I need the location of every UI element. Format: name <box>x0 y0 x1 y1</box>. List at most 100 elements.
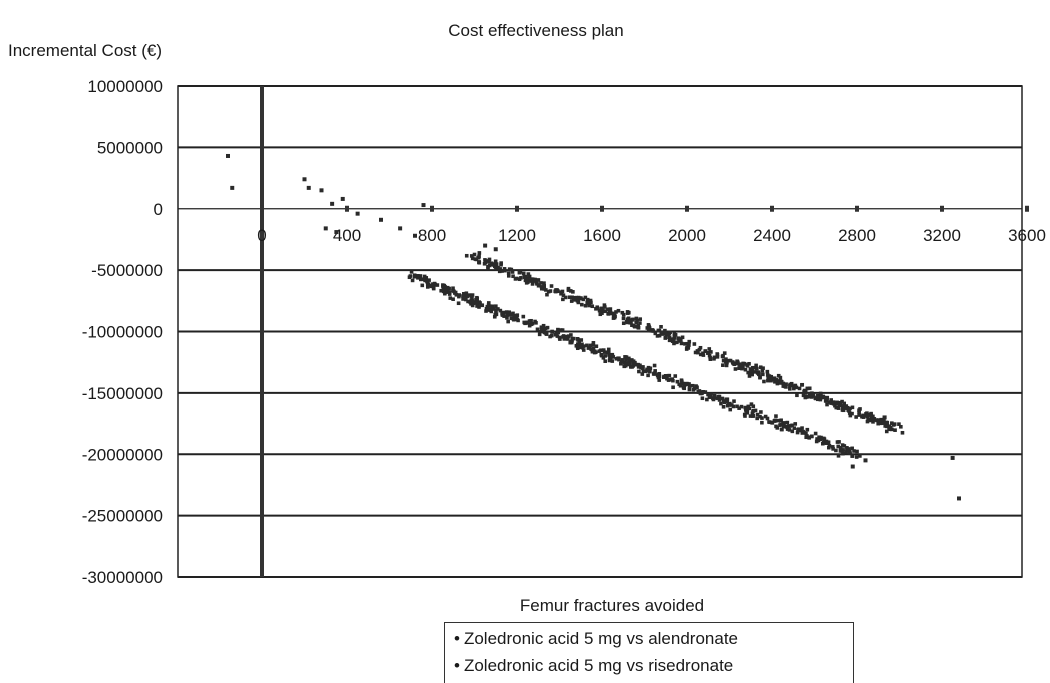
data-point <box>827 443 832 448</box>
data-point <box>530 282 535 286</box>
x-tick-label: 400 <box>333 226 361 245</box>
data-point <box>468 300 473 305</box>
data-point <box>631 317 635 322</box>
data-point <box>690 383 695 388</box>
data-point <box>425 280 430 284</box>
data-point <box>572 298 577 302</box>
data-point <box>719 401 723 406</box>
data-point <box>747 361 751 366</box>
data-point <box>486 266 490 271</box>
data-point <box>725 397 730 402</box>
data-point <box>435 283 440 287</box>
data-point <box>451 297 455 301</box>
data-point <box>767 377 772 382</box>
data-point <box>555 334 560 338</box>
data-point <box>835 400 839 405</box>
data-point <box>709 392 713 396</box>
data-point <box>785 420 790 425</box>
data-point <box>758 375 762 379</box>
data-point <box>784 385 788 389</box>
data-point <box>841 451 845 456</box>
x-tick-mark <box>260 205 264 212</box>
data-point <box>602 303 607 307</box>
legend-marker-alendronate: • <box>454 629 460 648</box>
data-point <box>761 372 765 377</box>
data-point <box>692 386 697 391</box>
data-point <box>869 411 873 416</box>
data-point <box>680 379 684 384</box>
y-tick-label: 5000000 <box>97 138 163 157</box>
data-point <box>698 345 703 350</box>
data-point <box>778 423 782 427</box>
data-point <box>751 409 755 414</box>
data-point <box>467 293 472 297</box>
x-tick-mark <box>770 205 774 212</box>
data-point <box>487 259 491 264</box>
data-point <box>731 404 736 409</box>
data-point <box>576 297 581 301</box>
data-point <box>491 307 496 311</box>
data-point <box>517 277 522 282</box>
data-point <box>678 383 683 388</box>
data-point <box>643 369 647 374</box>
data-point <box>715 352 720 356</box>
x-tick-mark <box>940 205 944 212</box>
data-point <box>813 431 818 436</box>
data-point <box>721 404 726 409</box>
data-point <box>539 285 544 289</box>
data-point <box>794 385 799 390</box>
data-point <box>712 393 717 398</box>
data-point <box>494 262 499 266</box>
data-point <box>602 350 607 354</box>
data-point <box>830 445 835 449</box>
data-point <box>687 339 692 344</box>
data-point <box>433 282 437 287</box>
data-point <box>603 359 608 364</box>
data-point <box>839 447 843 451</box>
data-point <box>616 308 621 313</box>
data-point <box>847 450 852 455</box>
data-point <box>837 440 841 444</box>
data-point <box>850 446 854 451</box>
data-point <box>793 422 798 426</box>
data-point <box>574 295 578 300</box>
data-point <box>850 464 855 469</box>
data-point <box>498 267 502 271</box>
data-point <box>485 304 490 309</box>
data-point <box>646 373 650 378</box>
data-point <box>826 440 831 445</box>
data-point <box>687 343 691 347</box>
data-point <box>473 257 478 261</box>
x-tick-label: 2800 <box>838 226 876 245</box>
data-point <box>472 252 477 257</box>
data-point <box>466 299 470 304</box>
data-point <box>722 400 727 405</box>
data-point <box>422 274 427 279</box>
x-axis-label: Femur fractures avoided <box>520 596 704 615</box>
legend-label-risedronate: Zoledronic acid 5 mg vs risedronate <box>463 656 734 675</box>
data-point <box>758 365 763 370</box>
legend: • Zoledronic acid 5 mg vs alendronate • Zo… <box>444 622 854 683</box>
data-point <box>608 310 613 315</box>
data-point <box>692 342 697 346</box>
data-point <box>797 428 802 433</box>
data-point <box>773 418 778 423</box>
data-point <box>881 421 886 425</box>
data-point <box>621 321 626 326</box>
data-point <box>865 419 870 424</box>
data-point <box>451 288 455 293</box>
data-point <box>761 366 765 370</box>
data-point <box>476 255 480 260</box>
data-point <box>758 414 762 419</box>
data-point <box>852 449 856 453</box>
data-point <box>569 299 574 303</box>
data-point <box>864 413 869 418</box>
data-point <box>457 294 461 299</box>
data-point <box>833 403 837 408</box>
data-point <box>612 315 617 320</box>
data-point <box>888 425 893 430</box>
data-point <box>805 386 810 391</box>
data-point <box>603 309 608 313</box>
data-point <box>426 284 430 288</box>
